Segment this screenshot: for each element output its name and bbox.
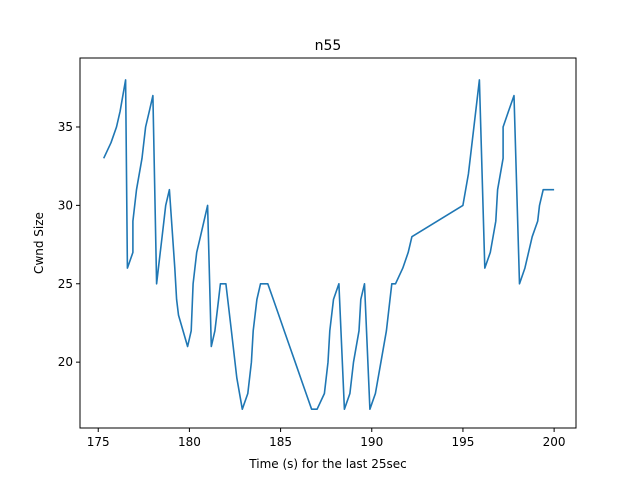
x-tick-label: 175	[87, 435, 110, 449]
x-tick-label: 190	[360, 435, 383, 449]
x-tick-label: 185	[269, 435, 292, 449]
y-tick-label: 35	[58, 120, 73, 134]
y-tick-label: 25	[58, 277, 73, 291]
series-line	[102, 79, 555, 410]
x-axis-label: Time (s) for the last 25sec	[248, 457, 406, 471]
x-tick-label: 195	[451, 435, 474, 449]
y-tick-label: 30	[58, 198, 73, 212]
tick-group: 175 180 185 190 195 200 20 25 30 35	[58, 120, 566, 449]
chart-title: n55	[315, 38, 342, 54]
y-tick-label: 20	[58, 355, 73, 369]
x-tick-label: 200	[543, 435, 566, 449]
x-tick-label: 180	[178, 435, 201, 449]
plot-frame	[79, 57, 577, 429]
y-axis-label: Cwnd Size	[32, 212, 46, 274]
